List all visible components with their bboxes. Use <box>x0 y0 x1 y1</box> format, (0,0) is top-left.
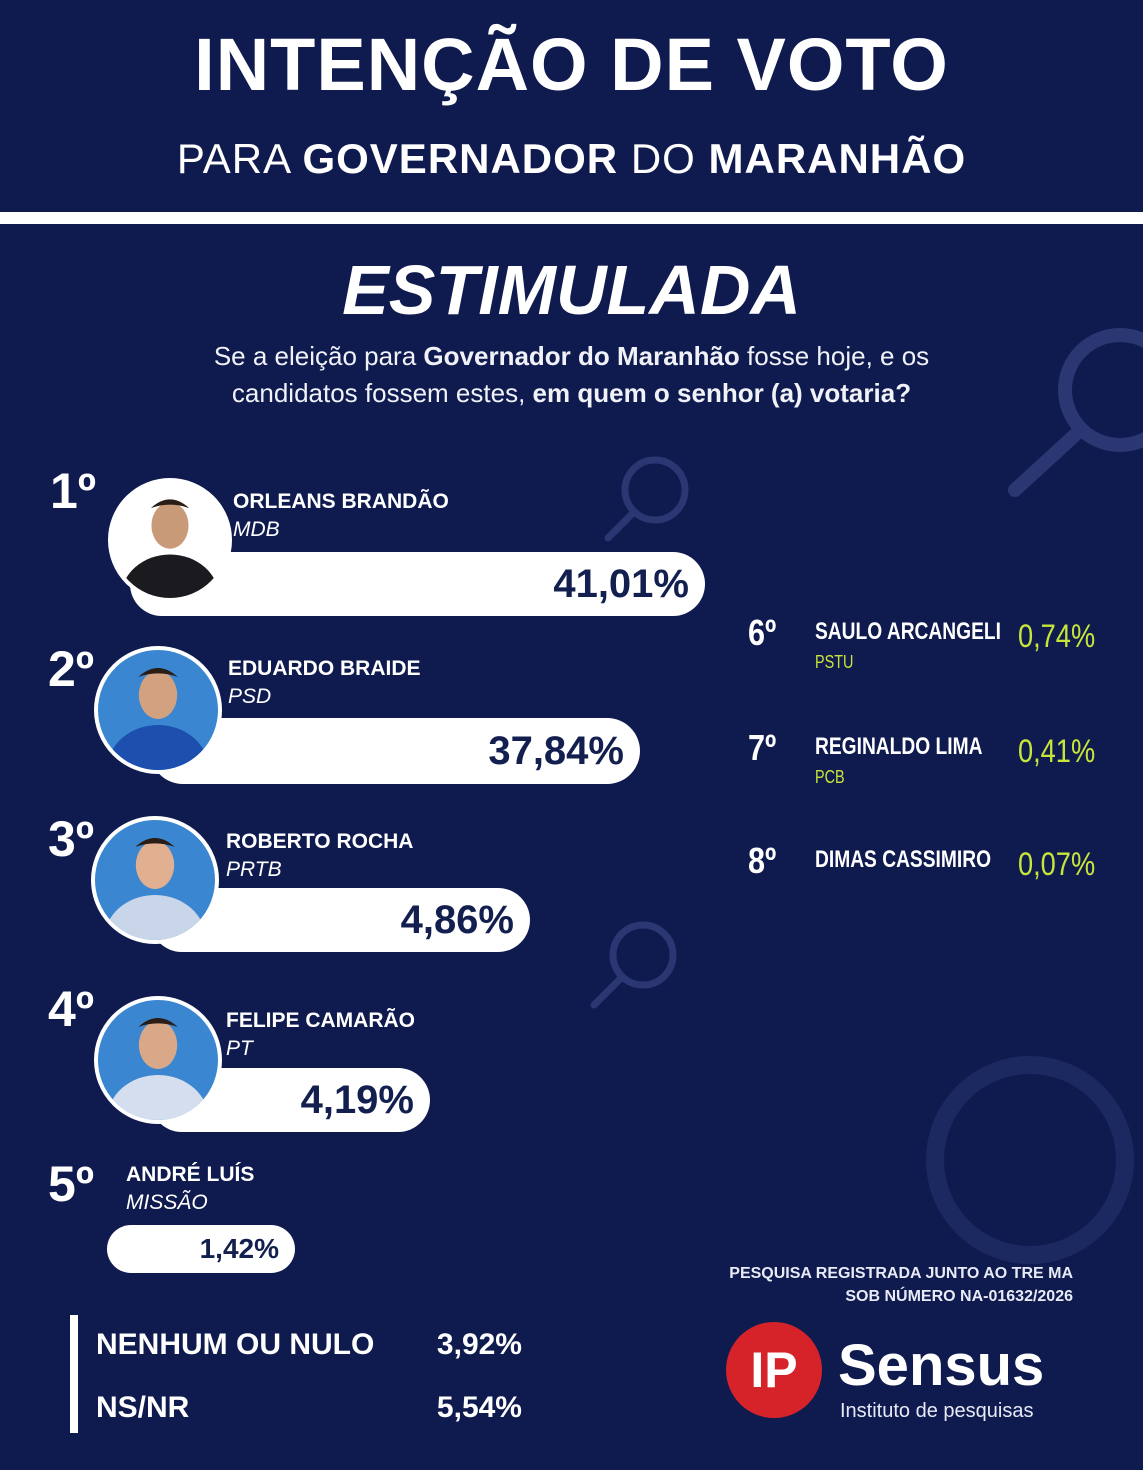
subtitle-part: MARANHÃO <box>708 135 967 182</box>
candidate-photo <box>108 478 232 602</box>
candidate-party: MDB <box>233 518 280 541</box>
question-part: fosse hoje, e os candidatos fossem estes… <box>231 341 930 408</box>
candidate-percent: 0,41% <box>1018 733 1096 769</box>
candidate-photo <box>94 646 222 774</box>
candidate-percent: 0,07% <box>1018 846 1096 882</box>
candidate-name: ANDRÉ LUÍS <box>126 1163 255 1186</box>
note-line: PESQUISA REGISTRADA JUNTO AO TRE MA <box>729 1265 1073 1282</box>
rank: 1º <box>50 463 97 519</box>
candidate-party: PSD <box>228 685 272 708</box>
question: Se a eleição para Governador do Maranhão… <box>150 338 993 412</box>
logo-name: Sensus <box>838 1333 1045 1398</box>
candidate-name: ORLEANS BRANDÃO <box>233 490 449 513</box>
title: INTENÇÃO DE VOTO <box>194 23 949 106</box>
rank: 6º <box>748 612 777 653</box>
portrait <box>104 838 206 940</box>
question-part: Governador do Maranhão <box>423 341 740 371</box>
candidate-percent: 0,74% <box>1018 618 1096 654</box>
candidate-party: PSTU <box>815 652 854 672</box>
candidate-photo <box>94 996 222 1124</box>
subtitle-part: PARA <box>176 135 290 182</box>
result-bar: 1,42% <box>107 1225 295 1273</box>
other-label: NENHUM OU NULO <box>96 1328 375 1361</box>
rank: 4º <box>48 981 95 1037</box>
section-title: ESTIMULADA <box>342 251 801 329</box>
note-line: SOB NÚMERO NA-01632/2026 <box>845 1288 1073 1305</box>
rank: 2º <box>48 641 95 697</box>
question-part: Se a eleição para <box>213 341 417 371</box>
candidate-party: PCB <box>815 767 845 787</box>
other-percent: 3,92% <box>436 1328 522 1361</box>
result-bar: 37,84% <box>150 718 640 784</box>
candidate-photo <box>91 816 219 944</box>
other-percent: 5,54% <box>436 1391 522 1424</box>
candidate-name: SAULO ARCANGELI <box>815 618 1001 645</box>
other-label: NS/NR <box>96 1391 190 1424</box>
candidate-party: PT <box>226 1037 253 1060</box>
logo-tagline: Instituto de pesquisas <box>840 1400 1034 1422</box>
candidate-party: MISSÃO <box>126 1191 208 1214</box>
rank: 5º <box>48 1156 95 1212</box>
question-part: em quem o senhor (a) votaria? <box>532 378 912 408</box>
portrait <box>107 668 209 770</box>
logo-mark: IP <box>726 1322 822 1418</box>
portrait <box>120 499 220 598</box>
rank: 8º <box>748 840 777 881</box>
rank: 3º <box>48 811 95 867</box>
candidate-name: DIMAS CASSIMIRO <box>815 846 992 873</box>
result-bar: 41,01% <box>130 552 705 616</box>
portrait <box>107 1018 209 1120</box>
note: PESQUISA REGISTRADA JUNTO AO TRE MA SOB N… <box>640 1262 1073 1308</box>
candidate-party: PRTB <box>226 858 282 881</box>
candidate-name: REGINALDO LIMA <box>815 733 983 760</box>
candidate-name: ROBERTO ROCHA <box>226 830 414 853</box>
candidate-name: FELIPE CAMARÃO <box>226 1009 415 1032</box>
candidate-name: EDUARDO BRAIDE <box>228 657 421 680</box>
rank: 7º <box>748 727 777 768</box>
divider <box>0 212 1143 224</box>
subtitle-part: GOVERNADOR <box>302 135 619 182</box>
subtitle: PARA GOVERNADOR DO MARANHÃO <box>0 135 1143 183</box>
others-rule <box>70 1315 78 1433</box>
subtitle-part: DO <box>630 135 696 182</box>
